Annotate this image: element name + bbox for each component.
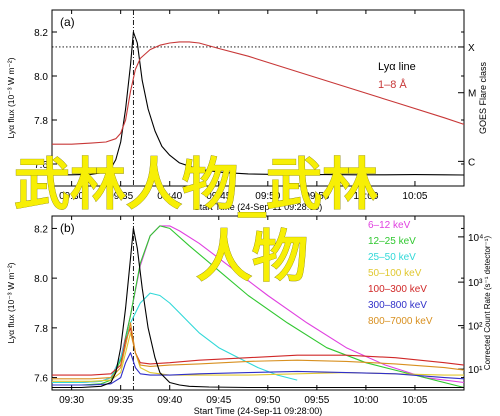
series-line — [51, 31, 465, 176]
y-tick-label: 8.0 — [34, 274, 48, 285]
right-axis-label: Corrected Count Rate (s⁻¹ detector⁻¹) — [483, 236, 492, 371]
x-tick-label: 10:00 — [353, 395, 378, 406]
right-tick-label: C — [468, 157, 475, 168]
x-axis-label: Start Time (24-Sep-11 09:28:00) — [194, 406, 322, 416]
x-tick-label: 09:40 — [157, 395, 182, 406]
right-tick-label: 10³ — [468, 278, 483, 289]
right-tick-label: 10⁴ — [468, 233, 483, 244]
y-tick-label: 7.8 — [34, 116, 48, 127]
legend-entry: 25–50 keV — [368, 252, 416, 263]
overlay-caption-line2: 人物 — [196, 225, 308, 290]
x-tick-label: 09:35 — [108, 191, 133, 202]
y-tick-label: 8.2 — [34, 224, 48, 235]
x-tick-label: 09:30 — [59, 395, 84, 406]
x-tick-label: 09:55 — [304, 395, 329, 406]
panel-b: (b) 7.6 7.8 8.0 8.2 Lyα flux (10⁻³ W m⁻²) 10⁴ 1… — [6, 215, 492, 416]
y-tick-label: 8.2 — [34, 28, 48, 39]
x-tick-label: 09:35 — [108, 395, 133, 406]
x-tick-label: 09:50 — [255, 395, 280, 406]
legend-entry: Lyα line — [378, 61, 416, 73]
x-tick-label: 10:05 — [402, 191, 427, 202]
series-line — [52, 41, 465, 145]
panel-label: (b) — [60, 221, 75, 235]
legend-entry: 100–300 keV — [368, 284, 427, 295]
right-tick-label: 10² — [468, 322, 483, 333]
x-tick-label: 09:50 — [255, 191, 280, 202]
series-line — [52, 227, 464, 389]
series-line — [52, 292, 298, 384]
x-tick-label: 10:00 — [353, 191, 378, 202]
x-tick-label: 09:30 — [59, 191, 84, 202]
panel-label: (a) — [60, 15, 75, 29]
x-axis-label: Start Time (24-Sep-11 09:28:00) — [194, 202, 322, 212]
legend-entry: 300–800 keV — [368, 300, 427, 311]
legend-entry: 50–100 keV — [368, 268, 422, 279]
panel-a: (a) 7.6 7.8 8.0 8.2 Lyα flux (10⁻³ W m⁻²) X M C G… — [6, 9, 488, 212]
legend-entry: 12–25 keV — [368, 236, 416, 247]
plot-frame — [51, 215, 465, 391]
legend-entry: 800–7000 keV — [368, 316, 433, 327]
y-tick-label: 7.6 — [34, 374, 48, 385]
legend-entry: 6–12 keV — [368, 220, 411, 231]
y-axis-label: Lyα flux (10⁻³ W m⁻²) — [6, 262, 16, 343]
right-axis-label: GOES Flare class — [478, 61, 488, 134]
series-line — [52, 327, 465, 376]
x-tick-label: 10:05 — [402, 395, 427, 406]
x-tick-label: 09:40 — [157, 191, 182, 202]
right-tick-label: 10¹ — [468, 365, 483, 376]
y-tick-label: 7.8 — [34, 324, 48, 335]
y-tick-label: 8.0 — [34, 72, 48, 83]
y-tick-label: 7.6 — [34, 160, 48, 171]
x-tick-label: 09:45 — [206, 191, 231, 202]
x-tick-label: 09:55 — [304, 191, 329, 202]
x-tick-label: 09:45 — [206, 395, 231, 406]
plot-frame — [51, 9, 465, 187]
right-tick-label: X — [468, 43, 475, 54]
right-tick-label: M — [468, 89, 476, 100]
series-line — [52, 322, 465, 380]
y-axis-label: Lyα flux (10⁻³ W m⁻²) — [6, 57, 16, 138]
series-line — [52, 352, 465, 386]
overlay-caption-line1: 武林人物_武林 — [14, 153, 378, 218]
legend-entry: 1–8 Å — [378, 78, 407, 91]
